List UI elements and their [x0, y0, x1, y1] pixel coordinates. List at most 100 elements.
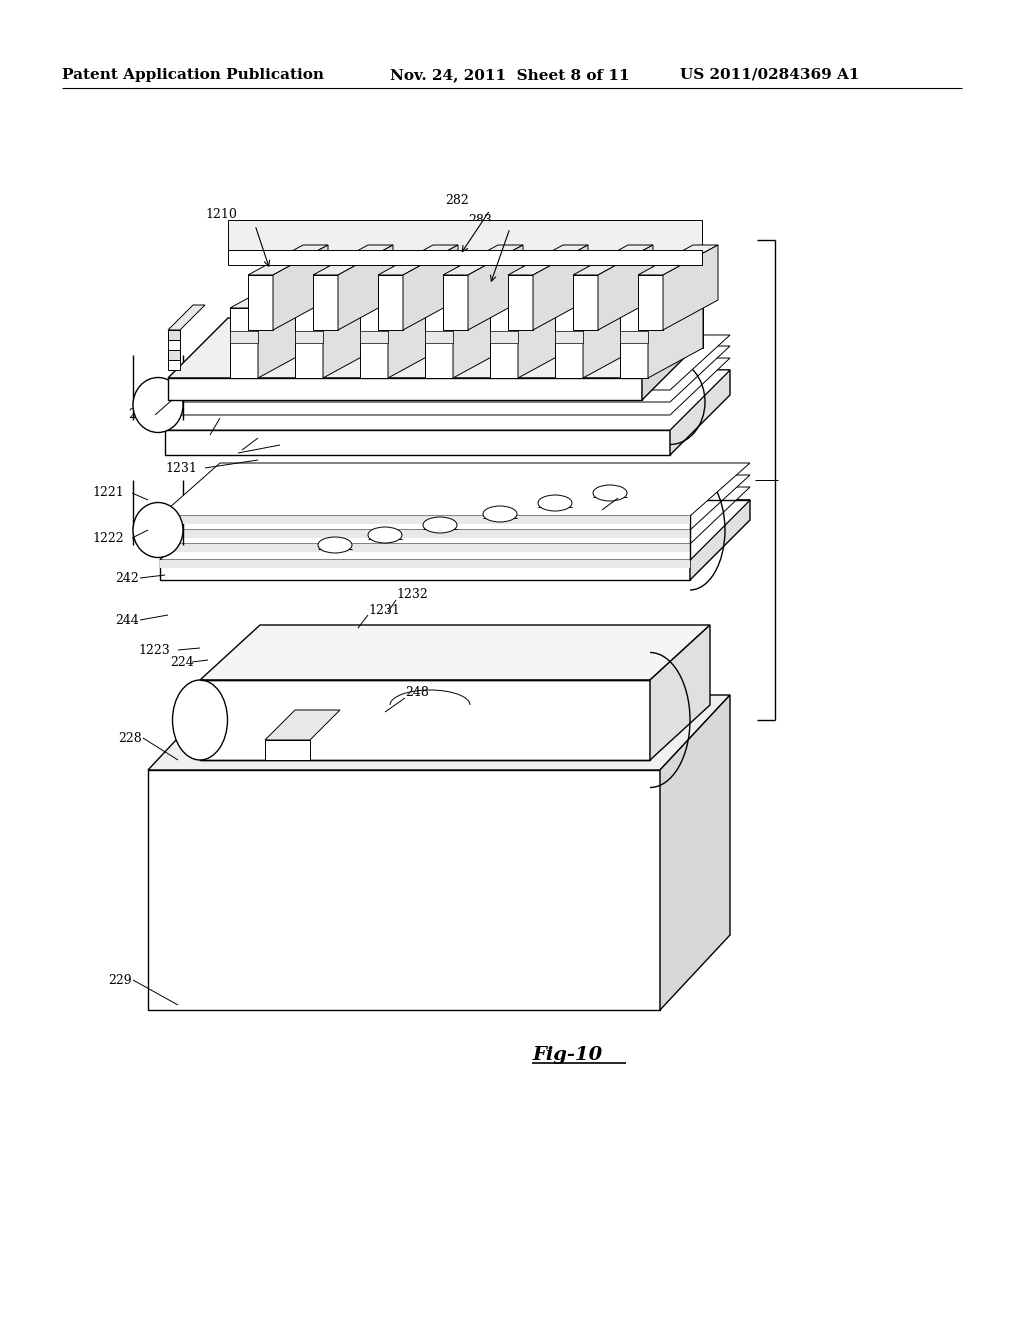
Polygon shape: [165, 370, 730, 430]
Polygon shape: [160, 516, 690, 524]
Polygon shape: [403, 246, 458, 330]
Polygon shape: [555, 279, 638, 308]
Ellipse shape: [353, 333, 387, 348]
Polygon shape: [168, 305, 205, 330]
Polygon shape: [168, 378, 642, 400]
Polygon shape: [360, 308, 388, 378]
Polygon shape: [248, 246, 328, 275]
Polygon shape: [258, 279, 313, 378]
Polygon shape: [313, 246, 393, 275]
Polygon shape: [453, 279, 508, 378]
Text: 271: 271: [128, 408, 152, 421]
Polygon shape: [295, 279, 378, 308]
Polygon shape: [160, 560, 690, 579]
Polygon shape: [160, 475, 750, 531]
Text: 1223: 1223: [138, 644, 170, 656]
Text: 1210: 1210: [205, 209, 237, 222]
Ellipse shape: [133, 378, 183, 433]
Polygon shape: [620, 279, 703, 308]
Ellipse shape: [518, 300, 552, 315]
Polygon shape: [285, 279, 313, 348]
Polygon shape: [323, 279, 378, 378]
Ellipse shape: [408, 322, 442, 338]
Polygon shape: [480, 279, 508, 348]
Polygon shape: [663, 246, 718, 330]
Text: 1221: 1221: [92, 487, 124, 499]
Polygon shape: [638, 275, 663, 330]
Text: 227: 227: [618, 483, 642, 496]
Polygon shape: [200, 680, 650, 760]
Polygon shape: [425, 279, 508, 308]
Polygon shape: [295, 331, 323, 343]
Polygon shape: [360, 331, 388, 343]
Polygon shape: [148, 770, 660, 1010]
Ellipse shape: [243, 356, 278, 374]
Polygon shape: [378, 275, 403, 330]
Text: Patent Application Publication: Patent Application Publication: [62, 69, 324, 82]
Polygon shape: [168, 330, 180, 370]
Text: 224: 224: [170, 656, 194, 668]
Text: 244: 244: [115, 614, 139, 627]
Text: 273: 273: [218, 444, 242, 457]
Polygon shape: [573, 246, 653, 275]
Polygon shape: [534, 246, 588, 330]
Polygon shape: [360, 279, 443, 308]
Polygon shape: [583, 279, 638, 378]
Polygon shape: [490, 308, 518, 378]
Polygon shape: [160, 531, 690, 539]
Polygon shape: [168, 330, 180, 341]
Polygon shape: [648, 279, 703, 378]
Text: 1231: 1231: [368, 603, 400, 616]
Ellipse shape: [423, 517, 457, 533]
Polygon shape: [468, 246, 523, 330]
Polygon shape: [378, 246, 458, 275]
Text: US 2011/0284369 A1: US 2011/0284369 A1: [680, 69, 859, 82]
Text: 242: 242: [115, 572, 138, 585]
Text: 229: 229: [108, 974, 132, 986]
Text: 1231: 1231: [165, 462, 197, 474]
Polygon shape: [638, 246, 718, 275]
Polygon shape: [228, 220, 702, 249]
Polygon shape: [620, 331, 648, 343]
Ellipse shape: [538, 495, 572, 511]
Ellipse shape: [463, 312, 497, 327]
Polygon shape: [160, 500, 750, 560]
Polygon shape: [160, 560, 690, 568]
Polygon shape: [165, 346, 730, 403]
Text: 1200: 1200: [690, 474, 722, 487]
Polygon shape: [338, 246, 393, 330]
Polygon shape: [642, 318, 702, 400]
Polygon shape: [165, 335, 730, 389]
Polygon shape: [168, 318, 702, 378]
Polygon shape: [265, 741, 310, 760]
Ellipse shape: [133, 503, 183, 557]
Polygon shape: [165, 370, 730, 430]
Polygon shape: [508, 275, 534, 330]
Polygon shape: [690, 500, 750, 579]
Polygon shape: [650, 624, 710, 760]
Text: 272: 272: [188, 429, 212, 441]
Polygon shape: [670, 370, 730, 455]
Text: 228: 228: [118, 731, 141, 744]
Polygon shape: [313, 275, 338, 330]
Polygon shape: [573, 275, 598, 330]
Polygon shape: [490, 279, 573, 308]
Polygon shape: [555, 308, 583, 378]
Polygon shape: [230, 308, 258, 378]
Polygon shape: [160, 487, 750, 544]
Ellipse shape: [483, 506, 517, 521]
Polygon shape: [425, 308, 453, 378]
Polygon shape: [443, 275, 468, 330]
Polygon shape: [295, 308, 323, 378]
Polygon shape: [230, 279, 313, 308]
Polygon shape: [228, 249, 702, 265]
Text: Fig-10: Fig-10: [532, 1045, 602, 1064]
Polygon shape: [443, 246, 523, 275]
Polygon shape: [168, 350, 180, 360]
Polygon shape: [350, 279, 378, 348]
Polygon shape: [660, 696, 730, 1010]
Polygon shape: [160, 463, 750, 516]
Polygon shape: [555, 331, 583, 343]
Text: 1232: 1232: [396, 587, 428, 601]
Text: 1222: 1222: [92, 532, 124, 544]
